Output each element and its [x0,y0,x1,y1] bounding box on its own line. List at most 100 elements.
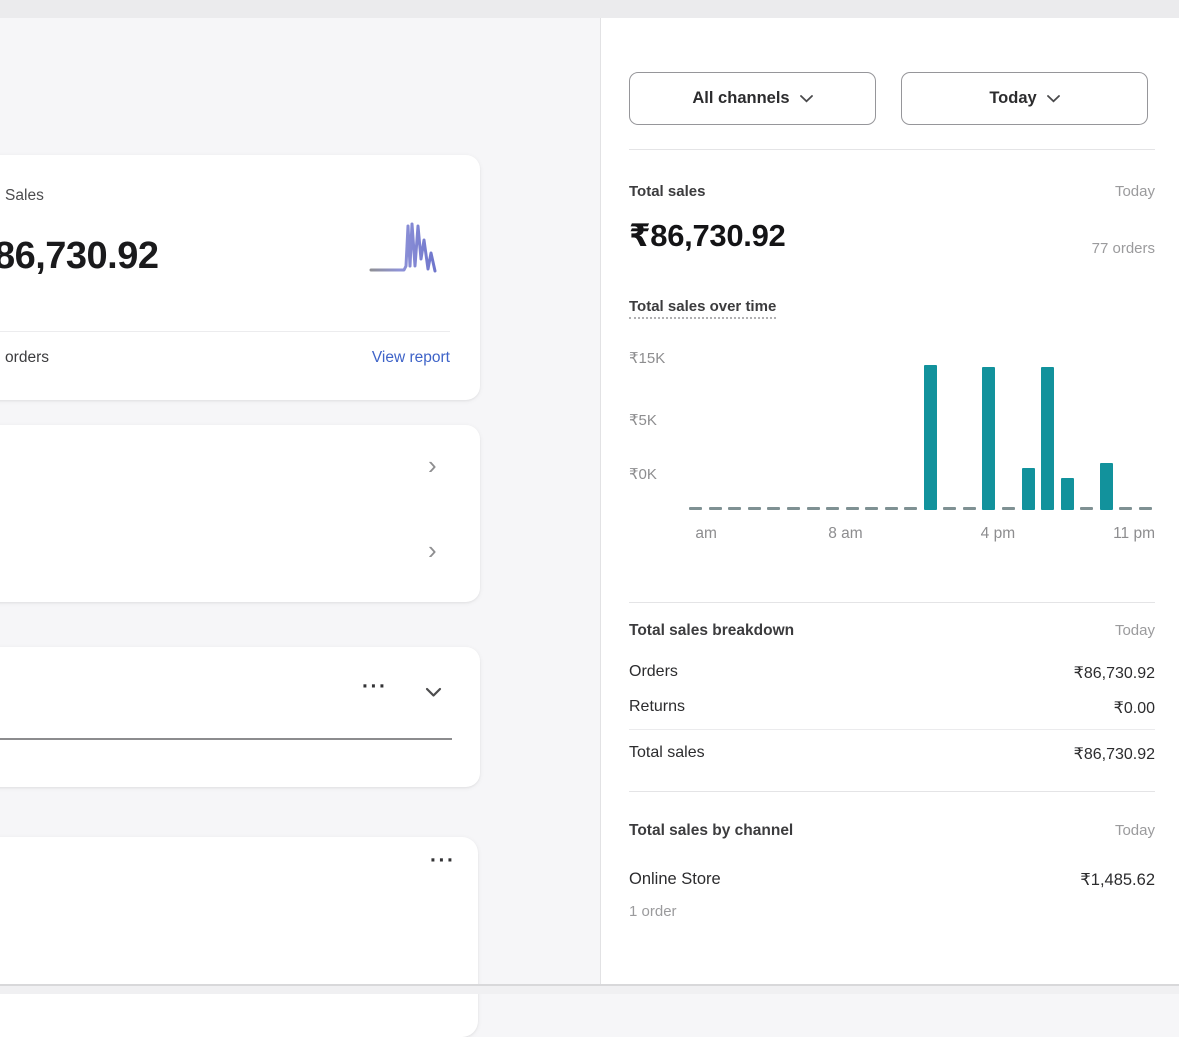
hour-slot [921,340,941,510]
hour-slot [999,340,1019,510]
zero-sales-dash [728,507,742,510]
hour-slot [1018,340,1038,510]
channel-order-count: 1 order [629,903,677,920]
total-orders-label: Total orders [0,349,49,366]
hour-slot [1096,340,1116,510]
breakdown-total-value: ₹86,730.92 [1073,746,1155,763]
sales-bar [1060,478,1074,510]
top-window-strip [0,0,1179,18]
zero-sales-dash [962,507,976,510]
chevron-down-icon [1046,94,1060,103]
breakdown-row-value: ₹0.00 [1113,700,1155,717]
zero-sales-dash [806,507,820,510]
zero-sales-dash [747,507,761,510]
hour-slot [862,340,882,510]
chevron-right-icon[interactable]: › [428,450,437,480]
hour-slot [745,340,765,510]
zero-sales-dash [787,507,800,510]
hour-slot [901,340,921,510]
hour-slot [1038,340,1058,510]
channel-filter-label: All channels [692,89,790,107]
zero-sales-dash [904,507,918,510]
analytics-panel: All channels Today Total sales Today ₹86… [600,18,1179,984]
y-axis-tick: ₹5K [629,412,657,429]
bottom-border [0,984,1179,986]
zero-sales-dash [1002,507,1016,510]
zero-sales-dash [845,507,859,510]
hour-slot [1057,340,1077,510]
zero-sales-dash [826,507,840,510]
bottom-strip [0,986,1179,994]
sales-over-time-chart: ₹15K ₹5K ₹0K am 8 am 4 pm 11 pm [629,340,1155,550]
hour-slot [1136,340,1156,510]
by-channel-label: Total sales by channel [629,822,794,839]
sales-bar [1021,468,1035,510]
sales-card-amount: ₹86,730.92 [0,235,159,277]
channel-row-value: ₹1,485.62 [1080,871,1155,889]
y-axis-tick: ₹15K [629,350,666,367]
hour-slot [706,340,726,510]
zero-sales-dash [1138,507,1152,510]
overflow-menu-icon[interactable]: ··· [430,849,456,872]
hour-slot [881,340,901,510]
divider [629,729,1155,730]
zero-sales-dash [884,507,898,510]
zero-sales-dash [767,507,781,510]
hour-slot [764,340,784,510]
chevron-down-icon[interactable] [425,687,442,698]
breakdown-row-label: Orders [629,663,678,680]
orders-count: 77 orders [1091,240,1155,257]
bottom-card: ··· [0,837,478,1037]
hour-slot [823,340,843,510]
divider [629,791,1155,792]
breakdown-label: Total sales breakdown [629,622,795,639]
y-axis-tick: ₹0K [629,466,657,483]
zero-sales-dash [943,507,957,510]
sales-bar [923,365,937,510]
zero-sales-dash [1080,507,1094,510]
hour-slot [784,340,804,510]
zero-sales-dash [865,507,879,510]
hour-slot [686,340,706,510]
chevron-down-icon [799,94,813,103]
divider [0,738,452,740]
hour-slot [940,340,960,510]
channel-row-label: Online Store [629,870,721,888]
chevron-right-icon[interactable]: › [428,535,437,565]
channel-filter-button[interactable]: All channels [629,72,876,125]
view-report-link[interactable]: View report [371,349,450,366]
x-axis: am 8 am 4 pm 11 pm [686,525,1155,547]
x-axis-tick: 11 pm [1113,525,1155,542]
divider [629,602,1155,603]
zero-sales-dash [708,507,722,510]
total-sales-amount: ₹86,730.92 [629,218,786,253]
collapsible-card: ··· [0,647,480,787]
date-filter-label: Today [989,89,1037,107]
breakdown-row-label: Returns [629,698,686,715]
hour-slot [725,340,745,510]
hour-slot [1116,340,1136,510]
sales-bar-plot [686,340,1155,510]
date-filter-button[interactable]: Today [901,72,1148,125]
total-sales-card: Total Sales ₹86,730.92 Total orders View… [0,155,480,400]
breakdown-total-label: Total sales [629,744,705,761]
by-channel-period: Today [1114,822,1155,839]
overflow-menu-icon[interactable]: ··· [362,675,388,698]
x-axis-tick: am [695,525,717,542]
sales-sparkline-icon [369,222,437,273]
divider [629,149,1155,150]
hour-slot [960,340,980,510]
sales-card-title: Total Sales [0,187,44,204]
total-sales-period: Today [1114,183,1155,200]
breakdown-period: Today [1114,622,1155,639]
hour-slot [842,340,862,510]
x-axis-tick: 8 am [828,525,863,542]
sales-over-time-label[interactable]: Total sales over time [629,298,777,319]
total-sales-label: Total sales [629,183,706,200]
sales-bar [982,367,996,510]
zero-sales-dash [1119,507,1133,510]
hour-slot [1077,340,1097,510]
breakdown-row-value: ₹86,730.92 [1073,665,1155,682]
hour-slot [979,340,999,510]
zero-sales-dash [689,507,703,510]
